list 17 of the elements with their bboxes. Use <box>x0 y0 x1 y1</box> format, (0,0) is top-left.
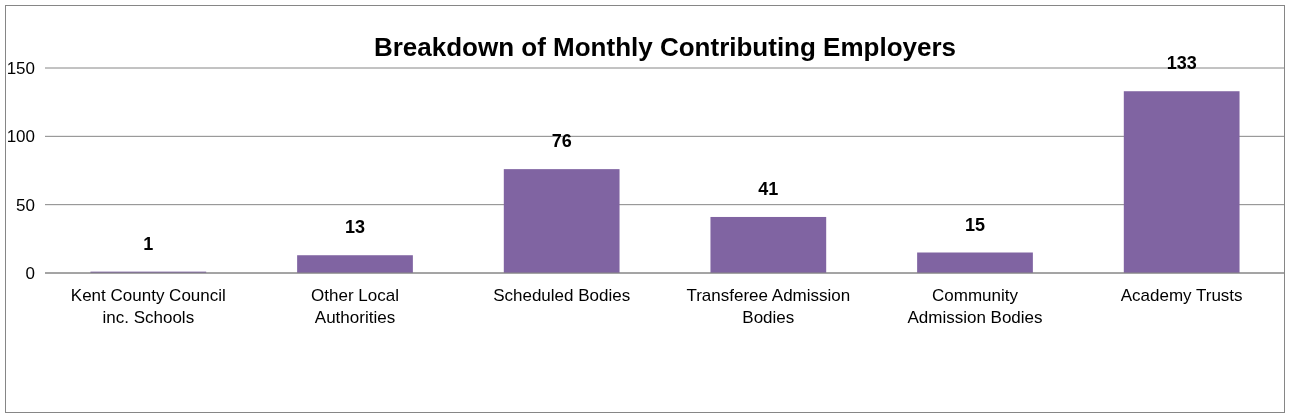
y-tick-label: 150 <box>6 58 35 78</box>
data-label: 13 <box>344 217 366 238</box>
data-label: 133 <box>1166 53 1197 74</box>
x-tick-label: Community Admission Bodies <box>907 286 1043 327</box>
chart-title: Breakdown of Monthly Contributing Employers <box>373 32 957 62</box>
data-label: 1 <box>143 233 154 254</box>
x-tick-label: Kent County Council inc. Schools <box>70 286 226 327</box>
data-label: 15 <box>964 214 986 235</box>
y-tick-label: 0 <box>25 263 35 283</box>
y-tick-label: 50 <box>16 195 35 215</box>
data-label: 41 <box>758 178 779 199</box>
data-label: 76 <box>551 131 572 152</box>
x-tick-label: Transferee Admission Bodies <box>686 286 851 327</box>
x-tick-label: Scheduled Bodies <box>493 286 631 305</box>
y-tick-label: 100 <box>6 127 35 147</box>
x-tick-label: Other Local Authorities <box>311 286 399 327</box>
x-tick-label: Academy Trusts <box>1120 286 1243 305</box>
